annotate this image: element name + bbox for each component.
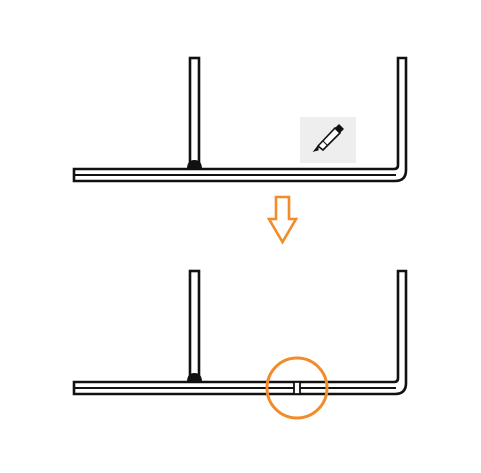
weld-bead-top — [187, 160, 202, 169]
highlight-circle — [265, 356, 329, 420]
joint-mark — [293, 381, 301, 395]
assembly-after — [72, 269, 408, 420]
down-arrow-icon — [266, 195, 299, 245]
base-rail-top — [72, 56, 408, 183]
vertical-post-bottom — [188, 269, 201, 383]
weld-bead-bottom — [187, 373, 202, 382]
assembly-before — [72, 56, 408, 183]
soldering-iron-icon — [300, 117, 356, 163]
vertical-post-top — [188, 56, 201, 170]
base-rail-bottom — [72, 269, 408, 396]
